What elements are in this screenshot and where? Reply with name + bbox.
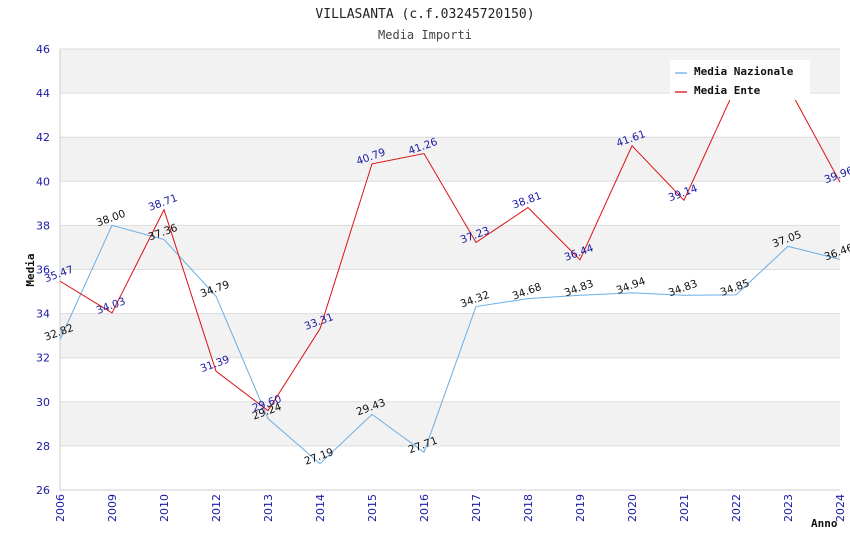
x-tick-label: 2017 bbox=[470, 494, 483, 522]
y-tick-label: 28 bbox=[36, 440, 50, 453]
legend-label-media-nazionale: Media Nazionale bbox=[694, 65, 794, 78]
grid-band bbox=[60, 137, 840, 182]
plot-frame bbox=[59, 49, 840, 491]
y-tick-label: 44 bbox=[36, 87, 50, 100]
y-tick-label: 26 bbox=[36, 484, 50, 497]
grid-band bbox=[60, 313, 840, 358]
grid-band bbox=[60, 445, 840, 490]
y-tick-label: 38 bbox=[36, 219, 50, 232]
x-tick-label: 2015 bbox=[366, 494, 379, 522]
series-line-media-nazionale bbox=[60, 224, 841, 465]
y-tick-label: 36 bbox=[36, 264, 50, 277]
x-tick-label: 2021 bbox=[678, 494, 691, 522]
legend-label-media-ente: Media Ente bbox=[694, 84, 761, 97]
y-axis-label: Media bbox=[24, 253, 37, 286]
grid-band bbox=[60, 181, 840, 226]
x-tick-label: 2012 bbox=[210, 494, 223, 522]
y-tick-label: 30 bbox=[36, 396, 50, 409]
x-tick-label: 2013 bbox=[262, 494, 275, 522]
y-tick-label: 40 bbox=[36, 175, 50, 188]
y-tick-label: 42 bbox=[36, 131, 50, 144]
y-tick-label: 34 bbox=[36, 308, 50, 321]
chart-subtitle: Media Importi bbox=[378, 28, 472, 42]
y-tick-label: 32 bbox=[36, 352, 50, 365]
x-tick-label: 2020 bbox=[626, 494, 639, 522]
grid-band bbox=[60, 401, 840, 446]
y-tick-labels: 26 28 30 32 34 36 38 40 42 44 46 bbox=[36, 43, 50, 497]
legend-box bbox=[670, 60, 810, 100]
x-tick-labels: 2006 2009 2010 2012 2013 2014 2015 2016 2017 2018… bbox=[54, 494, 847, 522]
series-line-media-ente bbox=[60, 85, 841, 412]
x-axis-label: Anno bbox=[811, 517, 838, 530]
series-lines bbox=[60, 85, 841, 465]
x-tick-label: 2014 bbox=[314, 494, 327, 522]
y-tick-label: 46 bbox=[36, 43, 50, 56]
grid-band bbox=[60, 93, 840, 138]
x-tick-label: 2016 bbox=[418, 494, 431, 522]
x-tick-label: 2022 bbox=[730, 494, 743, 522]
x-tick-label: 2024 bbox=[834, 494, 847, 522]
chart-title: VILLASANTA (c.f.03245720150) bbox=[315, 7, 534, 22]
x-tick-label: 2023 bbox=[782, 494, 795, 522]
x-tick-label: 2009 bbox=[106, 494, 119, 522]
x-tick-label: 2018 bbox=[522, 494, 535, 522]
x-tick-label: 2006 bbox=[54, 494, 67, 522]
x-tick-label: 2010 bbox=[158, 494, 171, 522]
grid-band bbox=[60, 225, 840, 270]
x-tick-label: 2019 bbox=[574, 494, 587, 522]
legend: Media Nazionale Media Ente bbox=[670, 60, 810, 100]
